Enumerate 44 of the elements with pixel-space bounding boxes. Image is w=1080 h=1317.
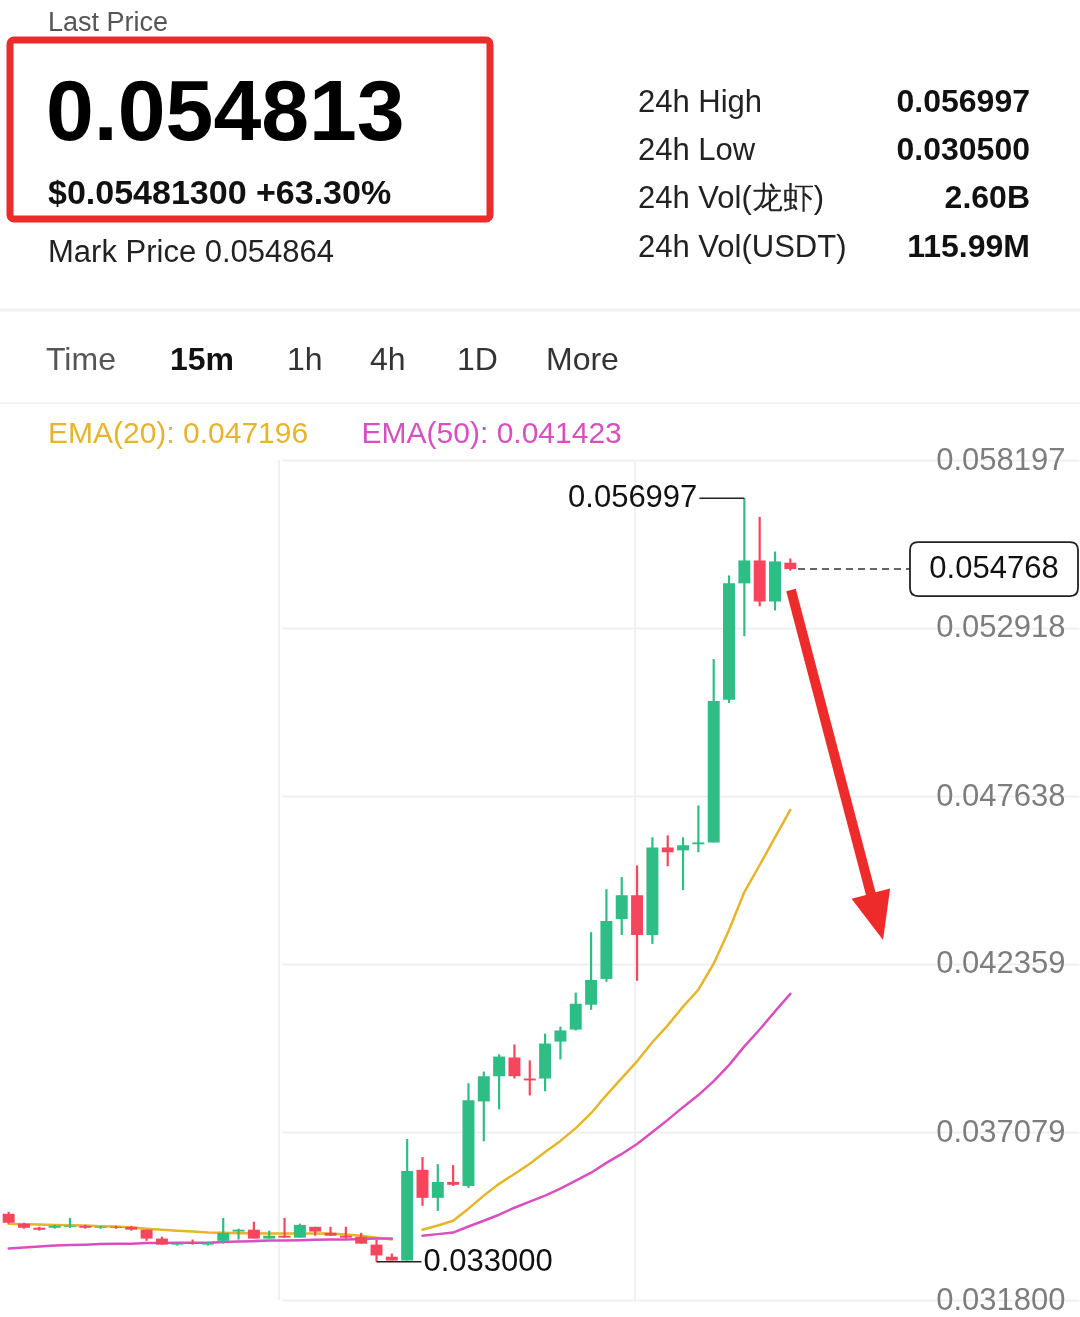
text: 1D <box>457 341 498 377</box>
candlestick <box>554 1025 567 1061</box>
text: 0.030500 <box>896 131 1030 167</box>
text: More <box>546 341 619 377</box>
ref-line-label: 0.054768 <box>929 550 1059 586</box>
y-tick-label: 0.047638 <box>936 777 1066 813</box>
text: Time <box>46 341 116 377</box>
candlestick <box>493 1053 506 1111</box>
text: EMA(20): 0.047196 <box>48 416 309 449</box>
candlestick <box>324 1225 337 1237</box>
candlestick <box>615 875 628 937</box>
candlestick <box>232 1227 245 1241</box>
candlestick <box>278 1216 291 1239</box>
text: Last Price <box>48 7 169 37</box>
text: EMA(50): 0.041423 <box>361 416 622 449</box>
candlestick <box>738 497 751 638</box>
text: 15m <box>170 341 235 377</box>
text: 0.056997 <box>896 83 1030 119</box>
text: 2.60B <box>944 179 1030 215</box>
candlestick <box>186 1238 199 1246</box>
text: 24h High <box>638 84 763 119</box>
candlestick <box>677 836 690 892</box>
candlestick <box>661 834 674 868</box>
text: 115.99M <box>907 228 1030 264</box>
text: $0.05481300 +63.30% <box>48 173 392 211</box>
y-tick-label: 0.052918 <box>936 609 1066 645</box>
text: 24h Low <box>638 132 756 167</box>
text: 4h <box>370 341 406 377</box>
candlestick <box>431 1163 444 1212</box>
y-tick-label: 0.042359 <box>936 945 1066 981</box>
y-tick-label: 0.037079 <box>936 1113 1066 1149</box>
candlestick <box>447 1163 460 1188</box>
text: Mark Price 0.054864 <box>48 234 335 269</box>
candlestick <box>508 1043 521 1080</box>
candlestick <box>692 804 705 854</box>
text: 1h <box>287 341 323 377</box>
y-tick-label: 0.058197 <box>936 441 1066 477</box>
annotation: 0.033000 <box>423 1242 553 1278</box>
candlestick <box>217 1216 230 1245</box>
text: 0.054813 <box>46 62 405 158</box>
y-tick-label: 0.031800 <box>936 1281 1066 1317</box>
text: 24h Vol(USDT) <box>638 229 847 264</box>
text: 24h Vol(龙虾) <box>638 180 825 215</box>
annotation: 0.056997 <box>568 479 698 515</box>
